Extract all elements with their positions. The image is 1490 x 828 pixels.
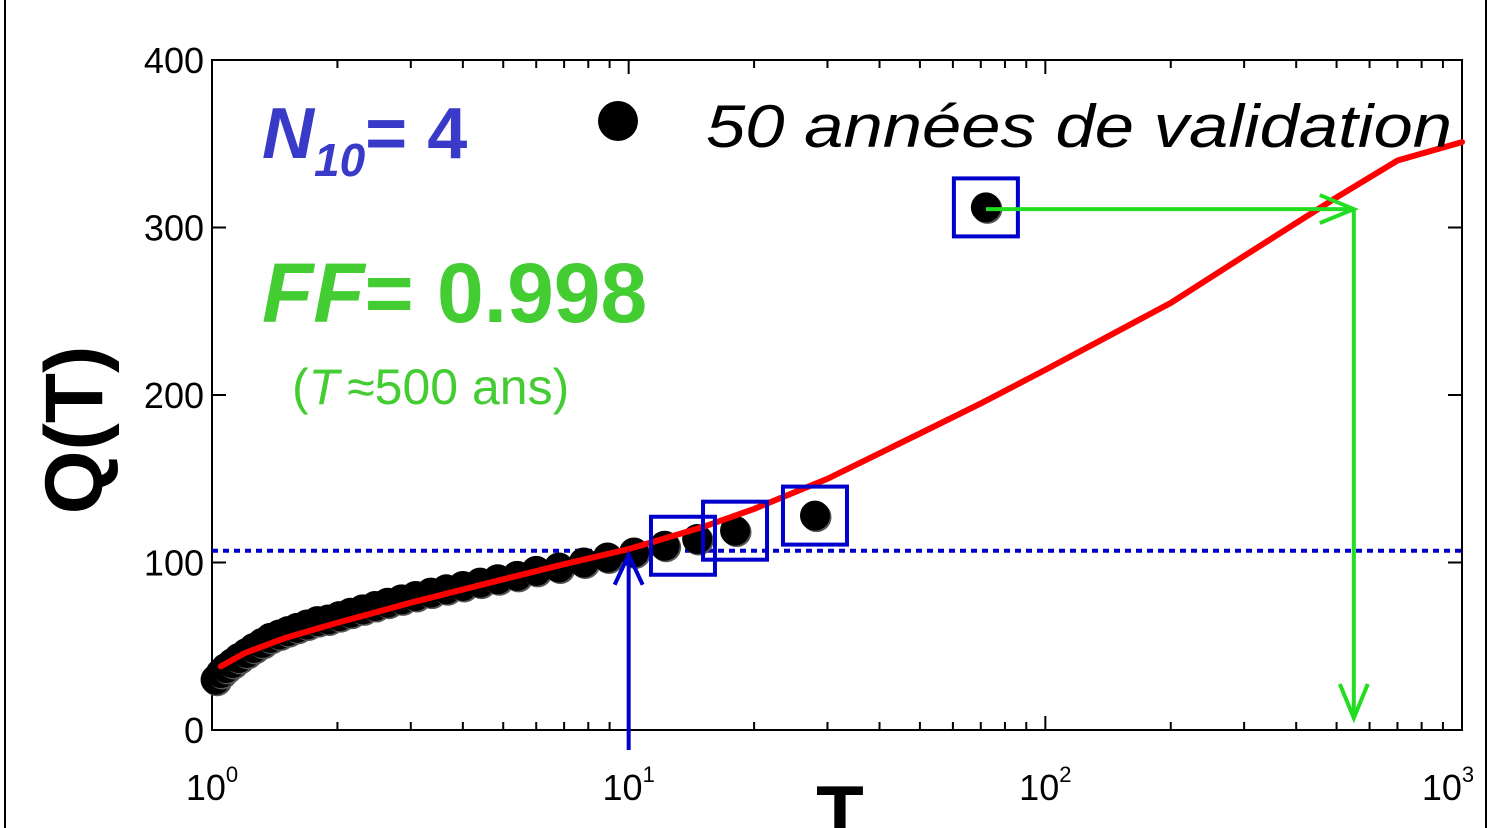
- x-tick-label: 101: [603, 762, 655, 808]
- y-tick-label: 100: [144, 543, 204, 584]
- n10-annotation: N10= 4: [262, 94, 467, 186]
- x-tick-label: 100: [186, 762, 238, 808]
- n10-symbol: N: [262, 94, 316, 174]
- tick-marks: [211, 59, 1462, 731]
- y-tick-label: 200: [144, 375, 204, 416]
- y-tick-labels: 0 100 200 300 400: [144, 40, 204, 751]
- data-point: [720, 515, 751, 546]
- highlight-box: [648, 514, 717, 577]
- ff-annotation: FF= 0.998: [262, 246, 647, 340]
- threshold-arrow-head: [612, 550, 645, 586]
- data-point: [799, 500, 830, 531]
- fit-curve: [217, 139, 1465, 670]
- n10-value: = 4: [365, 94, 467, 174]
- ff-symbol: FF: [262, 246, 367, 340]
- ff-value: = 0.998: [365, 246, 648, 340]
- highlight-box: [701, 499, 770, 562]
- x-tick-label: 102: [1019, 762, 1071, 808]
- note-rest: ≈500 ans): [347, 359, 569, 415]
- highlight-boxes: [648, 176, 1020, 577]
- x-axis-title: T: [816, 769, 864, 828]
- note-open: (: [292, 359, 309, 415]
- note-t: T: [309, 359, 343, 415]
- highlight-box: [780, 484, 849, 547]
- x-tick-label: 103: [1422, 762, 1474, 808]
- y-tick-label: 0: [184, 710, 204, 751]
- y-axis-title: Q(T): [29, 346, 120, 514]
- legend-label: 50 années de validation: [706, 93, 1452, 160]
- legend-marker: [598, 101, 638, 141]
- return-period-arrows: [612, 193, 1370, 750]
- x-tick-labels: 100 101 102 103: [186, 762, 1474, 808]
- y-tick-label: 300: [144, 208, 204, 249]
- n10-subscript: 10: [314, 134, 366, 186]
- return-period-note: (T ≈500 ans): [292, 359, 569, 415]
- y-tick-label: 400: [144, 40, 204, 81]
- highlight-arrow-vertical-head: [1337, 683, 1370, 724]
